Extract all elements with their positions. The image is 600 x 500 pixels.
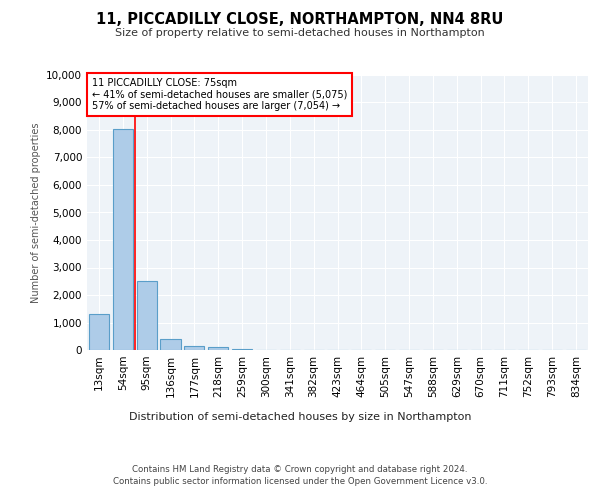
Text: Contains HM Land Registry data © Crown copyright and database right 2024.: Contains HM Land Registry data © Crown c… (132, 465, 468, 474)
Y-axis label: Number of semi-detached properties: Number of semi-detached properties (31, 122, 41, 302)
Text: 11 PICCADILLY CLOSE: 75sqm
← 41% of semi-detached houses are smaller (5,075)
57%: 11 PICCADILLY CLOSE: 75sqm ← 41% of semi… (92, 78, 347, 111)
Bar (113, 129, 133, 350)
Text: Size of property relative to semi-detached houses in Northampton: Size of property relative to semi-detach… (115, 28, 485, 38)
Text: Distribution of semi-detached houses by size in Northampton: Distribution of semi-detached houses by … (129, 412, 471, 422)
Bar (232, 349, 252, 350)
Bar (89, 314, 109, 350)
Bar (208, 348, 229, 350)
Text: Contains public sector information licensed under the Open Government Licence v3: Contains public sector information licen… (113, 478, 487, 486)
Text: 11, PICCADILLY CLOSE, NORTHAMPTON, NN4 8RU: 11, PICCADILLY CLOSE, NORTHAMPTON, NN4 8… (97, 12, 503, 28)
Bar (184, 346, 205, 350)
Bar (160, 340, 181, 350)
Bar (137, 281, 157, 350)
